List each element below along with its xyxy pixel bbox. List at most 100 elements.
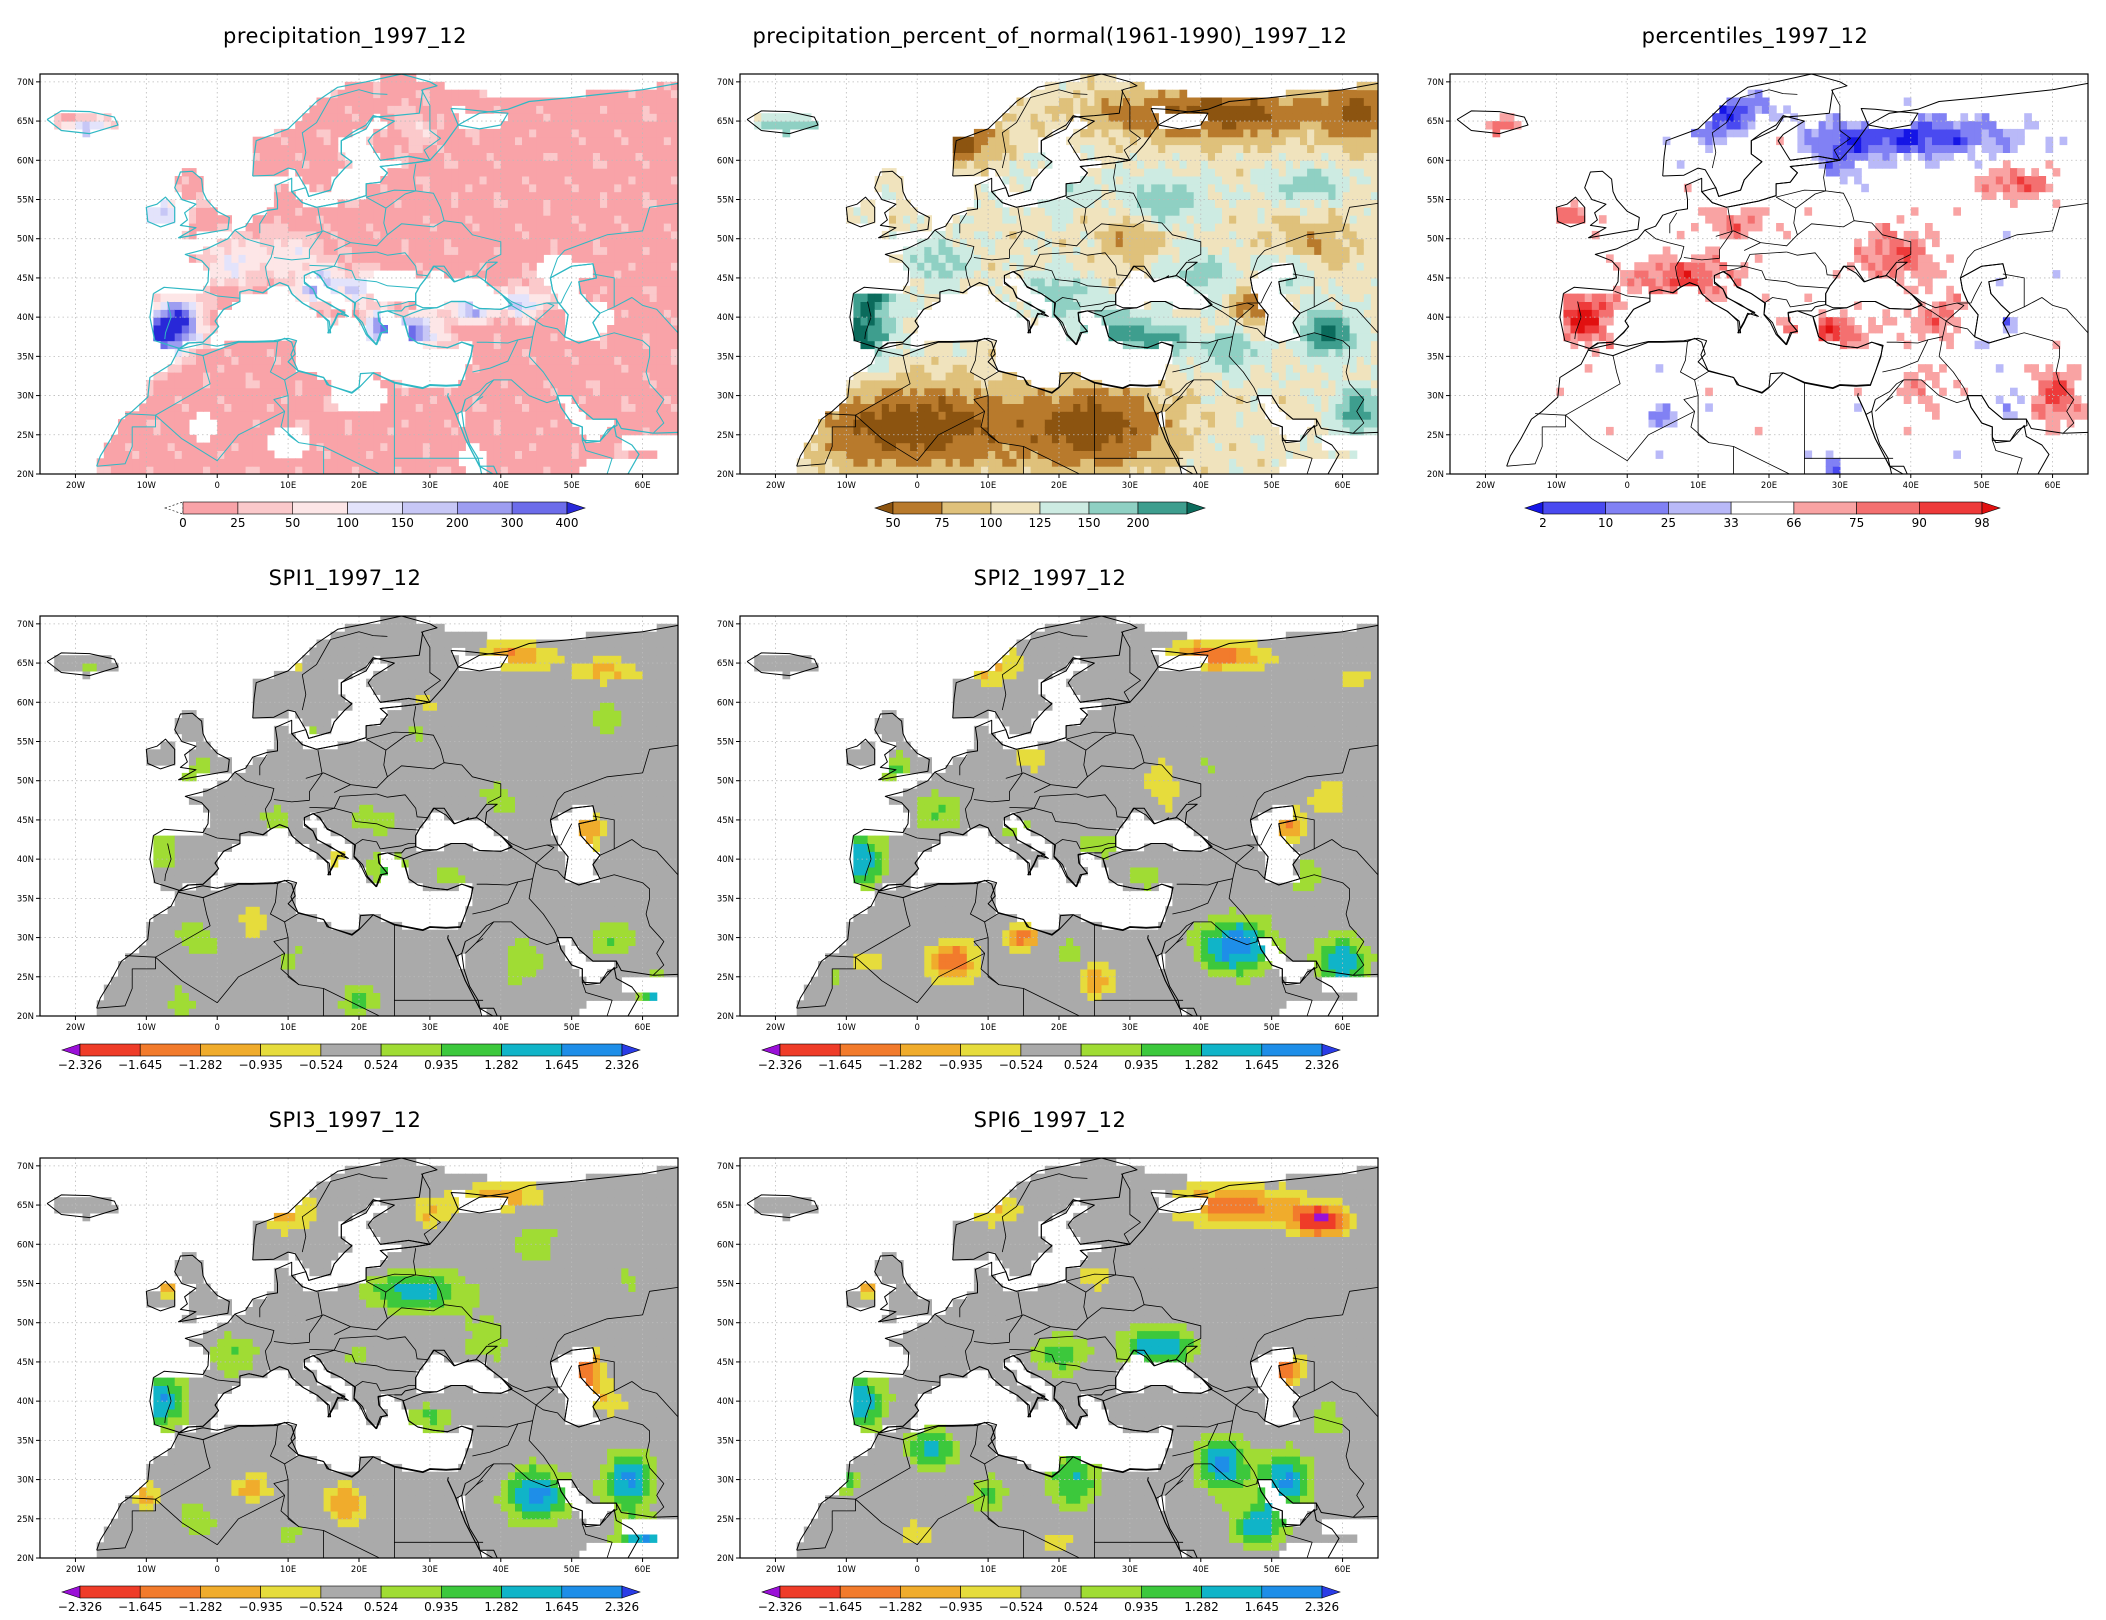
- colorbar-label: 0.935: [424, 1600, 458, 1614]
- lat-tick-label: 25N: [717, 431, 734, 441]
- colorbar-spi3: −2.326 −1.645 −1.282 −0.935 −0.524 0.524 0.935…: [58, 1585, 641, 1614]
- lon-tick-label: 30E: [1122, 481, 1138, 491]
- colorbar-label: 0.524: [1064, 1058, 1098, 1072]
- lon-tick-label: 20W: [66, 1565, 86, 1575]
- lat-tick-label: 60N: [717, 1240, 734, 1250]
- lon-tick-label: 20E: [1051, 481, 1067, 491]
- colorbar-label: 150: [391, 516, 414, 530]
- colorbar-box: [260, 1043, 322, 1057]
- colorbar-box: [182, 501, 239, 515]
- colorbar-label: 0.935: [424, 1058, 458, 1072]
- colorbar-box: [380, 1585, 442, 1599]
- lat-tick-label: 70N: [717, 620, 734, 630]
- lat-tick-label: 60N: [17, 1240, 34, 1250]
- lon-tick-label: 0: [915, 1565, 920, 1575]
- lat-tick-label: 70N: [717, 1162, 734, 1172]
- colorbar-label: 0.935: [1124, 1600, 1158, 1614]
- lon-tick-label: 60E: [1334, 481, 1350, 491]
- lat-tick-label: 55N: [17, 195, 34, 205]
- colorbar-label: −0.935: [938, 1600, 982, 1614]
- map-percentiles: 20W 10W 0 10E 20E 30E 40E 50E 60E 70N 65N 60N 55N 50N…: [1427, 73, 2089, 491]
- lat-tick-label: 70N: [17, 78, 34, 88]
- colorbar-label: −0.935: [238, 1600, 282, 1614]
- coastlines: [746, 616, 1378, 1016]
- lat-tick-label: 20N: [17, 470, 34, 480]
- colorbar-box: [440, 1043, 502, 1057]
- colorbar-label: 0.935: [1124, 1058, 1158, 1072]
- colorbar-label: 0: [179, 516, 187, 530]
- colorbar-label: −0.935: [938, 1058, 982, 1072]
- colorbar-box: [139, 1043, 201, 1057]
- colorbar-spi1: −2.326 −1.645 −1.282 −0.935 −0.524 0.524 0.935…: [58, 1043, 641, 1072]
- panel-title: precipitation_1997_12: [223, 24, 467, 48]
- colorbar-label: −0.524: [999, 1600, 1043, 1614]
- lon-tick-label: 20E: [351, 481, 367, 491]
- shaded-field: [740, 1158, 1378, 1558]
- lat-tick-label: 70N: [1427, 78, 1444, 88]
- colorbar-spi2: −2.326 −1.645 −1.282 −0.935 −0.524 0.524 0.935…: [758, 1043, 1341, 1072]
- lon-tick-label: 30E: [1122, 1565, 1138, 1575]
- lon-tick-label: 20E: [1051, 1565, 1067, 1575]
- colorbar-boxes: [164, 501, 586, 515]
- colorbar-boxes: [61, 1043, 641, 1057]
- colorbar-label: 2.326: [1305, 1058, 1339, 1072]
- lat-tick-label: 40N: [17, 855, 34, 865]
- lon-tick-label: 0: [1625, 481, 1630, 491]
- colorbar-box: [200, 1585, 261, 1599]
- lon-tick-label: 10E: [280, 481, 296, 491]
- lon-tick-label: 60E: [1334, 1023, 1350, 1033]
- colorbar-box: [456, 501, 513, 515]
- lat-tick-label: 55N: [717, 1279, 734, 1289]
- colorbar-box: [900, 1585, 961, 1599]
- colorbar-label: −1.282: [878, 1058, 922, 1072]
- colorbar-label: −2.326: [58, 1600, 102, 1614]
- colorbar-label: 125: [1029, 516, 1052, 530]
- colorbar-box: [402, 501, 458, 515]
- colorbar-box: [237, 501, 294, 515]
- lon-tick-label: 20W: [66, 481, 86, 491]
- lat-tick-label: 30N: [717, 934, 734, 944]
- lon-tick-label: 60E: [634, 1565, 650, 1575]
- lon-tick-label: 60E: [1334, 1565, 1350, 1575]
- map-percent-of-normal: 20W 10W 0 10E 20E 30E 40E 50E 60E 70N 65N 60N 55N 50N…: [717, 73, 1379, 491]
- colorbar-boxes: [761, 1043, 1341, 1057]
- colorbar-label: 10: [1598, 516, 1613, 530]
- lat-tick-label: 25N: [717, 1515, 734, 1525]
- lon-tick-label: 60E: [2044, 481, 2060, 491]
- lon-tick-label: 20E: [351, 1023, 367, 1033]
- lat-tick-label: 45N: [17, 1358, 34, 1368]
- colorbar-box: [1918, 501, 1983, 515]
- lat-tick-label: 25N: [17, 1515, 34, 1525]
- colorbar-box: [1201, 1585, 1263, 1599]
- colorbar-box: [1856, 501, 1920, 515]
- panel-precipitation: precipitation_1997_12 20W 10W 0 10E 20E 30E 40…: [0, 18, 690, 538]
- lon-tick-label: 40E: [493, 481, 509, 491]
- lon-tick-label: 50E: [564, 481, 580, 491]
- lon-tick-label: 10E: [1690, 481, 1706, 491]
- colorbar-box: [1080, 1043, 1142, 1057]
- shaded-field: [740, 74, 1378, 474]
- lat-tick-label: 40N: [717, 855, 734, 865]
- colorbar-box: [1605, 501, 1669, 515]
- lat-tick-label: 35N: [17, 352, 34, 362]
- colorbar-label: 2.326: [1305, 1600, 1339, 1614]
- colorbar-label: 200: [446, 516, 469, 530]
- lon-tick-label: 10E: [280, 1565, 296, 1575]
- map-spi3: 20W 10W 0 10E 20E 30E 40E 50E 60E 70N 65N 60N 55N 50N…: [17, 1157, 679, 1575]
- lat-tick-label: 55N: [1427, 195, 1444, 205]
- lat-tick-label: 50N: [717, 777, 734, 787]
- lon-tick-label: 10W: [1547, 481, 1567, 491]
- lat-tick-label: 35N: [717, 352, 734, 362]
- lon-tick-label: 20W: [1476, 481, 1496, 491]
- colorbar-label: 75: [934, 516, 949, 530]
- lat-tick-label: 30N: [17, 1476, 34, 1486]
- colorbar-label: 1.282: [1184, 1600, 1218, 1614]
- lon-tick-label: 40E: [493, 1023, 509, 1033]
- panel-spi6: SPI6_1997_12 20W 10W 0 10E 20E 30E 40E 50E 60E 70…: [700, 1102, 1400, 1620]
- colorbar-left-triangle: [164, 501, 184, 515]
- lon-tick-label: 10W: [837, 1023, 857, 1033]
- lon-tick-label: 30E: [422, 481, 438, 491]
- lat-tick-label: 35N: [17, 1436, 34, 1446]
- colorbar-box: [260, 1585, 322, 1599]
- lon-tick-label: 20E: [1051, 1023, 1067, 1033]
